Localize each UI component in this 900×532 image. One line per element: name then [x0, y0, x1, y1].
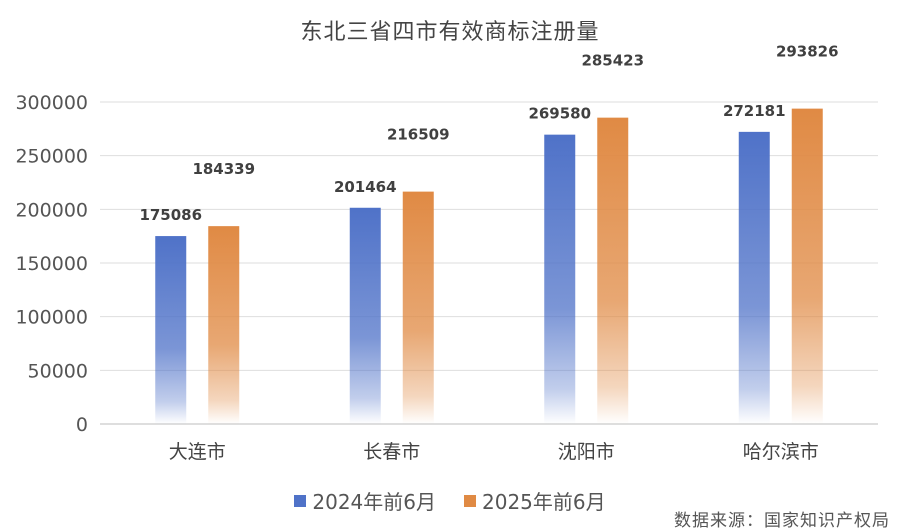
chart-title: 东北三省四市有效商标注册量	[300, 20, 600, 45]
plot-area: 0 50000 100000 150000 200000 250000 300000 1750…	[15, 43, 878, 463]
bar-2024-1	[349, 207, 381, 424]
data-label: 175086	[139, 206, 202, 224]
legend-swatch-2025	[464, 494, 476, 507]
data-label: 269580	[528, 105, 591, 123]
bar-2025-2	[597, 117, 629, 424]
y-tick-label: 300000	[15, 92, 88, 114]
legend: 2024年前6月 2025年前6月	[0, 486, 900, 515]
data-label: 285423	[581, 52, 644, 70]
y-tick-label: 200000	[15, 199, 88, 221]
data-label: 272181	[723, 102, 786, 120]
data-label: 201464	[334, 178, 397, 196]
y-tick-label: 50000	[28, 360, 88, 382]
legend-label-2025: 2025年前6月	[482, 490, 606, 514]
data-label: 184339	[192, 160, 255, 178]
source-note: 数据来源：国家知识产权局	[674, 511, 890, 531]
y-tick-label: 100000	[15, 307, 88, 329]
legend-item-2025: 2025年前6月	[464, 486, 606, 515]
legend-label-2024: 2024年前6月	[312, 490, 436, 514]
data-label: 216509	[387, 126, 450, 144]
x-tick-label: 哈尔滨市	[743, 441, 819, 463]
x-tick-label: 大连市	[169, 441, 226, 463]
bar-2024-3	[738, 131, 770, 424]
legend-swatch-2024	[294, 494, 307, 507]
bar-2024-0	[155, 236, 187, 424]
bar-2025-3	[791, 108, 823, 424]
x-tick-label: 沈阳市	[558, 441, 615, 463]
legend-item-2024: 2024年前6月	[294, 486, 436, 515]
y-tick-label: 150000	[15, 253, 88, 275]
bar-2024-2	[544, 134, 576, 424]
y-tick-label: 250000	[15, 146, 88, 168]
bar-2025-1	[402, 191, 434, 424]
y-tick-label: 0	[76, 414, 88, 436]
bar-2025-0	[208, 226, 240, 424]
x-tick-label: 长春市	[363, 441, 420, 463]
data-label: 293826	[776, 43, 839, 61]
